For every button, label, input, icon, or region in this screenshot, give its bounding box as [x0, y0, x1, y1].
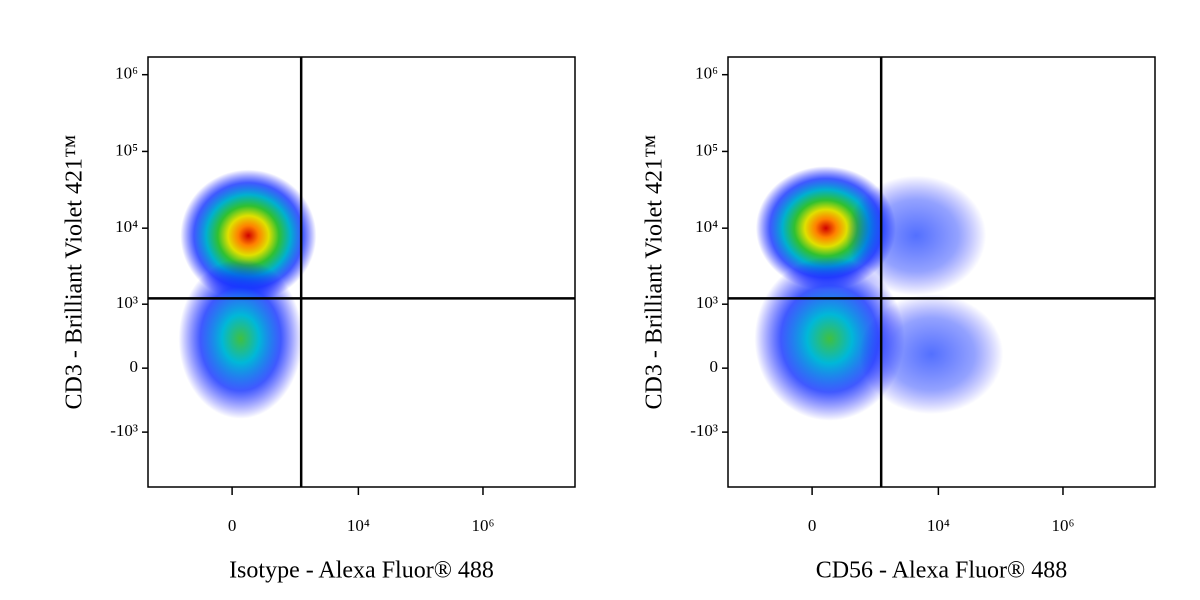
- density-cluster: [859, 294, 1004, 415]
- y-tick-label: 10⁶: [115, 64, 138, 83]
- plot-frame: [727, 56, 1156, 488]
- density-cluster: [178, 258, 303, 419]
- y-tick-label: 10⁵: [695, 140, 718, 159]
- x-axis-title: CD56 - Alexa Fluor® 488: [816, 558, 1068, 584]
- y-tick-label: 10³: [116, 293, 138, 312]
- x-axis-title: Isotype - Alexa Fluor® 488: [229, 558, 494, 584]
- y-tick-label: 0: [710, 357, 719, 376]
- y-tick-label: 10³: [696, 293, 718, 312]
- y-axis-title: CD3 - Brilliant Violet 421™: [642, 135, 668, 410]
- x-tick-label: 0: [808, 516, 817, 535]
- y-tick-label: 10⁶: [695, 64, 718, 83]
- x-tick-label: 10⁴: [347, 516, 370, 535]
- y-tick-label: 10⁵: [115, 140, 138, 159]
- x-tick-label: 10⁶: [1052, 516, 1075, 535]
- y-tick-label: -10³: [110, 421, 138, 440]
- y-tick-label: 10⁴: [695, 217, 718, 236]
- x-tick-label: 10⁴: [927, 516, 950, 535]
- x-tick-label: 10⁶: [472, 516, 495, 535]
- y-tick-label: 0: [130, 357, 139, 376]
- plot: -10³ 0 10³ 10⁴ 10⁵ 10⁶ 0 10⁴ 10⁶ CD56 - Alexa Flu…: [642, 56, 1156, 584]
- plot: -10³ 0 10³ 10⁴ 10⁵ 10⁶ 0 10⁴ 10⁶ Isotype - Alexa …: [62, 56, 576, 584]
- y-axis-title: CD3 - Brilliant Violet 421™: [62, 135, 88, 410]
- y-tick-label: -10³: [690, 421, 718, 440]
- x-tick-label: 0: [228, 516, 237, 535]
- y-tick-label: 10⁴: [115, 217, 138, 236]
- plot-frame: [147, 56, 576, 488]
